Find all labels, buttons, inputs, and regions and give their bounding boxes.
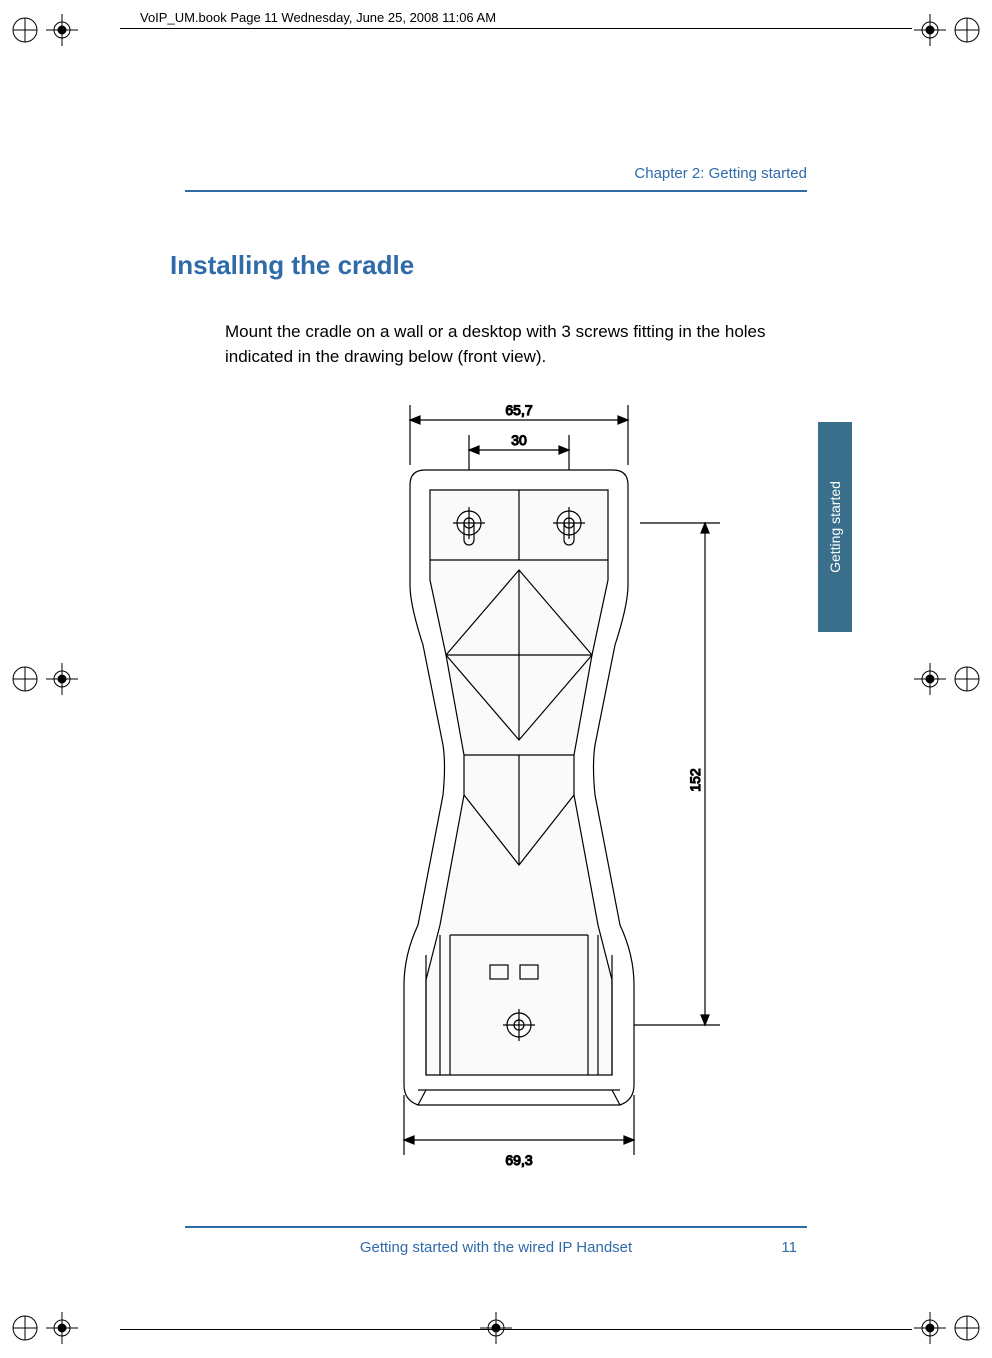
dim-screw-spacing: 30 <box>511 432 527 448</box>
dim-height: 152 <box>687 768 703 792</box>
page: VoIP_UM.book Page 11 Wednesday, June 25,… <box>0 0 992 1358</box>
dim-bottom-width: 69,3 <box>505 1152 532 1168</box>
dim-top-outer: 65,7 <box>505 402 532 418</box>
bottom-rule <box>120 1329 912 1330</box>
section-body: Mount the cradle on a wall or a desktop … <box>225 320 780 369</box>
side-tab: Getting started <box>818 422 852 632</box>
crop-mark-icon <box>912 10 982 50</box>
crop-mark-icon <box>912 1308 982 1348</box>
crop-mark-icon <box>912 659 982 699</box>
side-tab-label: Getting started <box>827 481 843 573</box>
chapter-label: Chapter 2: Getting started <box>634 165 807 182</box>
crop-mark-icon <box>476 1308 516 1348</box>
cradle-diagram: 65,7 30 152 <box>360 395 780 1195</box>
crop-mark-icon <box>10 1308 80 1348</box>
footer-text: Getting started with the wired IP Handse… <box>185 1239 807 1256</box>
crop-mark-icon <box>10 659 80 699</box>
book-header-text: VoIP_UM.book Page 11 Wednesday, June 25,… <box>140 10 496 25</box>
top-rule <box>120 28 912 29</box>
crop-mark-icon <box>10 10 80 50</box>
footer-rule <box>185 1226 807 1228</box>
section-title: Installing the cradle <box>170 250 414 281</box>
page-number: 11 <box>781 1239 797 1256</box>
chapter-underline <box>185 190 807 192</box>
